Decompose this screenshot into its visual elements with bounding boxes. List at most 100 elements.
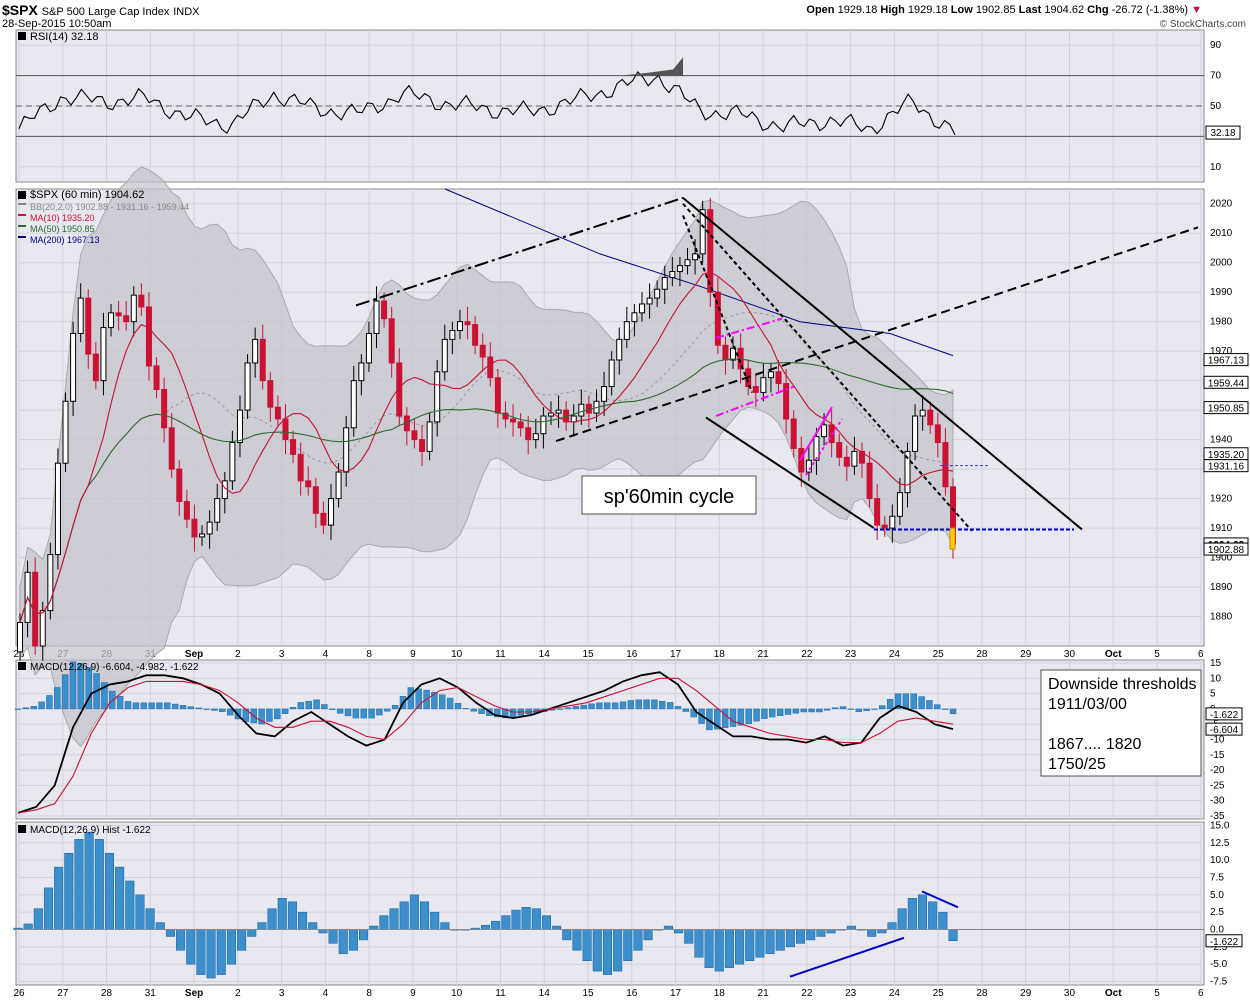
macd-hist-bar [195, 707, 202, 710]
macd-hist-bar [941, 708, 949, 710]
price-y-tick-label: 1910 [1210, 523, 1233, 534]
high-label: High [880, 4, 905, 16]
candle-down [259, 338, 266, 382]
price-x-tick-label: 24 [889, 649, 901, 660]
macd-hist-bar [596, 702, 603, 710]
macd-hist-bar [666, 702, 674, 710]
price-x-tick-label: 14 [539, 649, 551, 660]
candle-down [464, 321, 471, 326]
candle-down [472, 324, 479, 346]
hist-bar [348, 929, 358, 951]
macd-hist-bar [871, 708, 878, 710]
candle-down [396, 362, 403, 417]
macd-hist-bar [258, 708, 265, 725]
rsi-overbought-fill [620, 57, 683, 76]
candle-up [813, 436, 820, 461]
candle-down [783, 383, 790, 420]
rsi-y-tick-label: 10 [1210, 162, 1222, 173]
hist-y-tick-label: 12.5 [1210, 838, 1230, 849]
candle-down [305, 480, 312, 488]
magenta-bear-flag-1 [799, 406, 833, 461]
hist-bar [104, 852, 114, 930]
candle-up [335, 471, 342, 500]
price-x-tick-label: 25 [933, 649, 945, 660]
falling-channel-bottom [705, 416, 875, 529]
hist-x-tick-label: 27 [57, 988, 69, 999]
hist-bar [419, 901, 430, 930]
hist-bar [785, 929, 795, 948]
rsi-y-tick-label: 70 [1210, 71, 1222, 82]
macd-hist-bar [415, 688, 422, 710]
macd-hist-bar [352, 708, 360, 719]
hist-bar [23, 923, 33, 930]
hist-bar [196, 929, 206, 975]
chg-label: Chg [1087, 4, 1109, 16]
macd-hist-bar [611, 702, 619, 710]
price-x-tick-label: 23 [845, 649, 857, 660]
candle-down [775, 371, 782, 385]
hist-y-tick-label: 0.0 [1210, 925, 1224, 936]
macd-hist-bar [580, 704, 587, 710]
price-legend-item: MA(200) 1967.13 [30, 235, 100, 245]
price-y-tick-label: 1920 [1210, 494, 1233, 505]
candle-down [494, 377, 501, 414]
candle-down [487, 356, 494, 379]
hist-bar [64, 852, 74, 930]
candle-down [714, 291, 721, 346]
candle-up [532, 433, 539, 441]
hist-bar [257, 922, 267, 930]
price-right-label-box [1203, 401, 1249, 415]
macd-hist-bar [454, 702, 462, 710]
hist-bar [145, 908, 155, 930]
price-right-label: 1931.16 [1208, 462, 1245, 473]
hist-x-tick-label: 2 [235, 988, 241, 999]
hist-bar [328, 929, 338, 944]
hist-bar [897, 908, 907, 930]
hist-x-tick-label: 4 [323, 988, 329, 999]
hist-bar [237, 929, 247, 951]
thresholds-note-line: Downside thresholds [1048, 676, 1197, 693]
hist-bar [592, 929, 602, 972]
ma200-line [444, 188, 954, 357]
macd-hist-bar [69, 661, 77, 710]
candle-down [85, 297, 92, 355]
macd-hist-bar [761, 708, 768, 719]
macd-hist-bar [714, 708, 721, 730]
hist-bar [602, 929, 612, 975]
chg-value: -26.72 (-1.38%) [1111, 4, 1189, 16]
macd-y-tick-label: 10 [1210, 673, 1222, 684]
candle-down [191, 518, 198, 538]
hist-bar [267, 908, 277, 930]
macd-hist-bar [124, 701, 132, 710]
macd-hist-bar [651, 699, 658, 710]
macd-legend-swatch [18, 662, 26, 670]
price-y-tick-label: 2020 [1210, 199, 1233, 210]
hist-bar [511, 909, 521, 930]
macd-hist-bar [85, 666, 92, 710]
candle-up [601, 386, 608, 402]
candle-up [244, 362, 251, 411]
hist-bar [735, 929, 745, 965]
candle-down [525, 427, 532, 441]
hist-bar [226, 929, 236, 965]
macd-hist-bar [321, 704, 328, 710]
hist-bar [277, 898, 287, 930]
candle-up [676, 265, 683, 273]
price-legend-item: MA(50) 1950.85 [30, 224, 95, 234]
macd-hist-bar [203, 708, 210, 710]
price-x-tick-label: 9 [410, 649, 416, 660]
candle-up [350, 380, 357, 429]
hist-bar [775, 929, 785, 951]
macd-hist-bar [116, 696, 124, 710]
low-label: Low [950, 4, 973, 16]
hist-x-tick-label: 10 [451, 988, 463, 999]
candle-up [896, 492, 903, 517]
price-x-tick-label: 21 [758, 649, 770, 660]
hist-bar [562, 929, 572, 941]
hist-x-tick-label: Sep [185, 988, 203, 999]
candle-down [274, 406, 281, 420]
price-x-tick-label: Sep [185, 649, 203, 660]
hist-y-tick-label: 5.0 [1210, 890, 1224, 901]
rsi-legend-swatch [18, 32, 26, 40]
candle-down [502, 412, 509, 420]
